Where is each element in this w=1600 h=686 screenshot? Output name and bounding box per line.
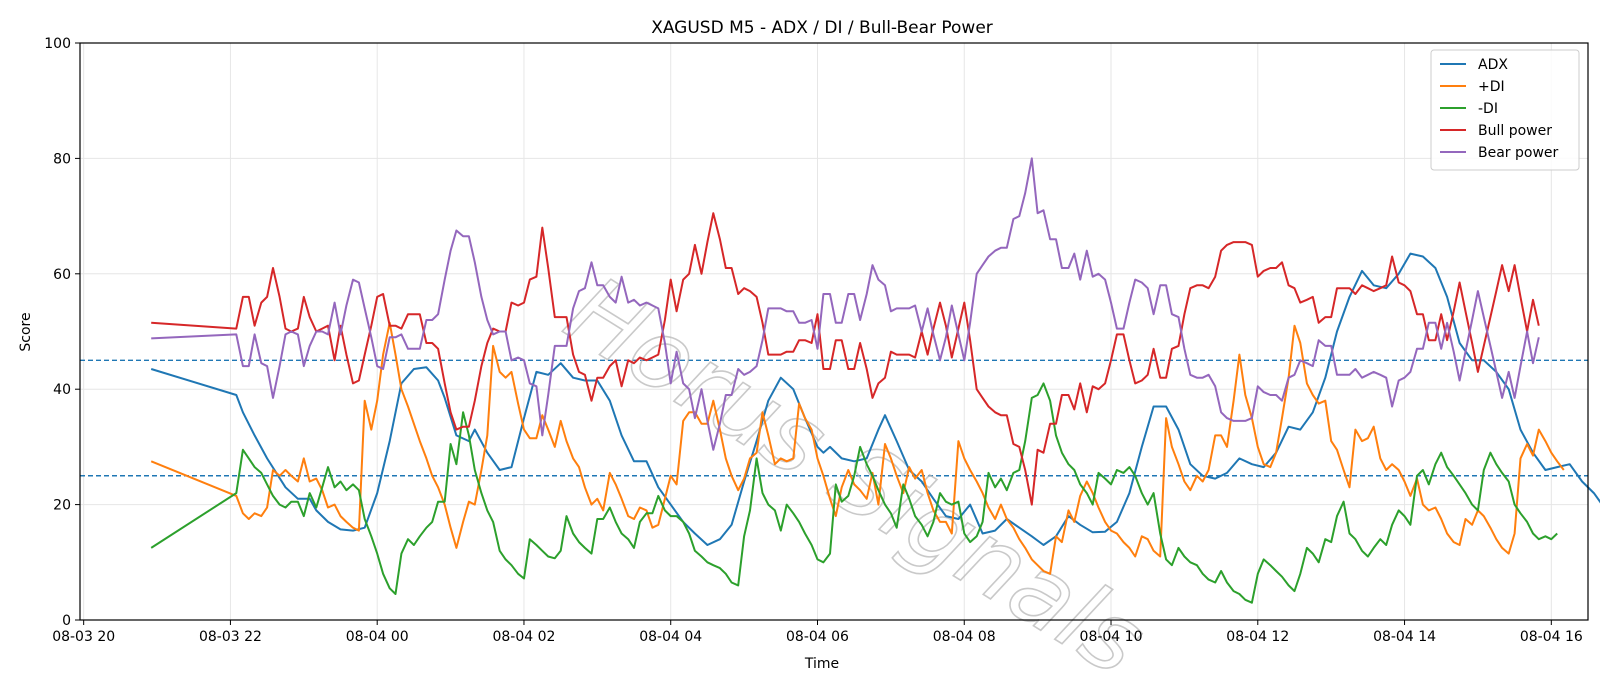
series-line--di — [150, 321, 1565, 575]
legend: ADX +DI -DI Bull power Bear power — [1430, 49, 1580, 171]
chart-title: XAGUSD M5 - ADX / DI / Bull-Bear Power — [651, 18, 993, 38]
x-tick-label: 08-04 06 — [786, 629, 849, 645]
y-tick-label: 60 — [53, 267, 71, 283]
x-axis-label: Time — [804, 656, 839, 672]
y-tick-label: 0 — [62, 613, 71, 629]
x-tick-label: 08-03 20 — [52, 629, 115, 645]
y-tick-label: 20 — [53, 498, 71, 514]
y-axis-label: Score — [18, 312, 34, 351]
series-lines — [150, 157, 1600, 604]
y-tick-label: 80 — [53, 151, 71, 167]
legend-label: -DI — [1478, 101, 1498, 117]
legend-box — [1430, 49, 1580, 171]
series-line-bear-power — [151, 157, 1540, 451]
y-axis-ticks: 0 20 40 60 80 100 — [44, 36, 80, 629]
legend-label: Bear power — [1478, 145, 1559, 161]
x-tick-label: 08-03 22 — [199, 629, 262, 645]
y-tick-label: 40 — [53, 382, 71, 398]
x-tick-label: 08-04 16 — [1520, 629, 1583, 645]
legend-label: Bull power — [1478, 123, 1552, 139]
x-axis-ticks: 08-03 20 08-03 22 08-04 00 08-04 02 08-04 04… — [52, 620, 1583, 645]
x-tick-label: 08-04 00 — [346, 629, 409, 645]
legend-label: +DI — [1478, 79, 1505, 95]
legend-label: ADX — [1478, 57, 1508, 73]
x-tick-label: 08-04 08 — [933, 629, 996, 645]
x-tick-label: 08-04 10 — [1080, 629, 1143, 645]
series-line--di — [150, 382, 1558, 604]
x-tick-label: 08-04 04 — [639, 629, 702, 645]
x-tick-label: 08-04 14 — [1373, 629, 1436, 645]
x-tick-label: 08-04 02 — [492, 629, 555, 645]
x-tick-label: 08-04 12 — [1226, 629, 1289, 645]
plot-area-frame — [79, 42, 1589, 621]
series-line-bull-power — [151, 212, 1540, 506]
y-tick-label: 100 — [44, 36, 71, 52]
